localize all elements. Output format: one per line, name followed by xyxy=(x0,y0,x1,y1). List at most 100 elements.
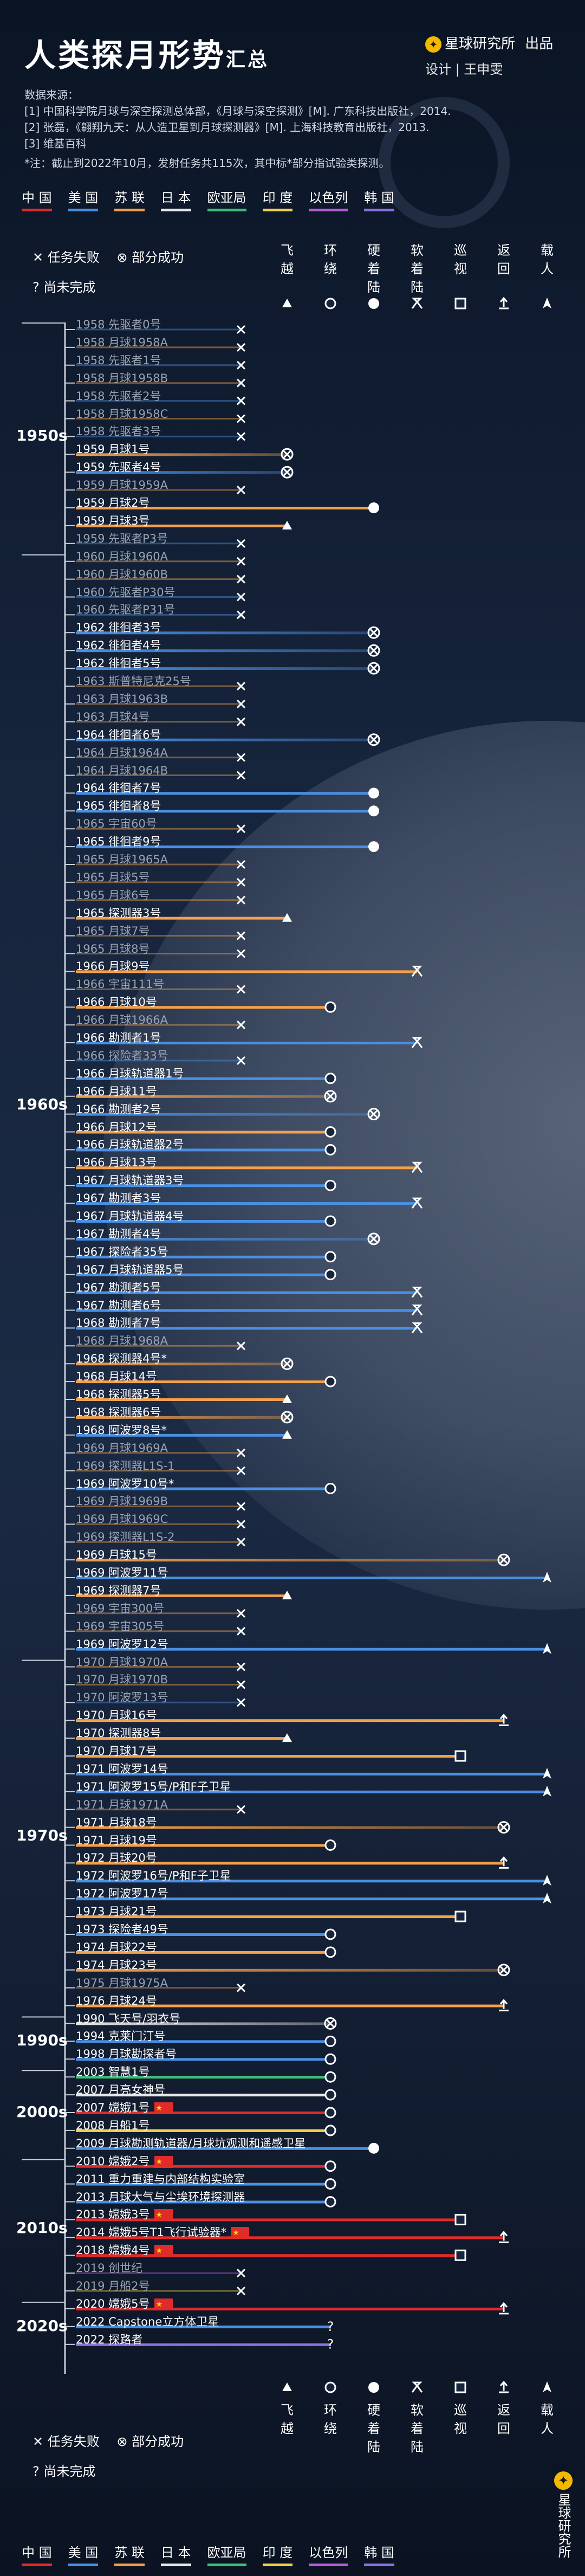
mission-level-mark xyxy=(282,1394,292,1403)
mission-bar xyxy=(76,1737,287,1740)
mission-label: 1965 宇宙60号 xyxy=(76,817,157,831)
mission-level-mark xyxy=(282,1733,292,1742)
mission-level-mark xyxy=(324,2071,336,2083)
mission-bar xyxy=(76,1594,287,1597)
mission-bar xyxy=(76,1719,504,1722)
mission-label: 2007 月亮女神号 xyxy=(76,2083,166,2097)
mission-label: 1971 月球19号 xyxy=(76,1833,157,1847)
mission-level-mark xyxy=(368,787,379,799)
mission-label: 1970 月球1970A xyxy=(76,1655,168,1669)
mission-label: 1970 月球1970B xyxy=(76,1673,168,1687)
mission-label: 2014 嫦娥5号T1飞行试验器* ★ xyxy=(76,2224,250,2240)
mission-label: 1965 徘徊者9号 xyxy=(76,835,161,849)
mission-bar xyxy=(76,2165,330,2168)
mission-label: 1959 先驱者P3号 xyxy=(76,532,168,545)
mission-bar xyxy=(76,1148,330,1152)
mission-fail-mark xyxy=(236,432,246,441)
level-header-0: 飞 越 xyxy=(281,2403,294,2436)
mission-level-mark xyxy=(543,1767,551,1779)
mission-label: 1967 月球轨道器5号 xyxy=(76,1263,184,1276)
mission-bar xyxy=(76,1862,504,1865)
svg-text:?: ? xyxy=(327,2337,334,2352)
china-flag-icon: ★ xyxy=(154,2298,173,2310)
mission-fail-mark xyxy=(236,1520,246,1529)
mission-level-mark xyxy=(368,2142,379,2154)
mission-bar xyxy=(76,1077,330,1080)
mission-bar xyxy=(76,2112,330,2114)
mission-level-mark xyxy=(281,1357,294,1370)
mission-bar xyxy=(76,2094,330,2097)
mission-label: 1970 月球17号 xyxy=(76,1745,157,1758)
mission-label: 1972 阿波罗17号 xyxy=(76,1887,168,1901)
mission-label: 1963 月球4号 xyxy=(76,710,150,724)
china-flag-icon: ★ xyxy=(154,2102,173,2114)
mission-bar xyxy=(76,1434,287,1437)
mission-fail-mark xyxy=(236,985,246,994)
mission-bar xyxy=(76,2307,504,2310)
mission-label: 2022 Capstone立方体卫星 xyxy=(76,2315,219,2328)
mission-label: 1967 勘测者4号 xyxy=(76,1227,161,1241)
mission-bar xyxy=(76,2147,374,2150)
mission-bar xyxy=(76,1291,417,1294)
pending-legend-bottom: ? 尚未完成 xyxy=(32,2464,96,2479)
mission-label: 1966 月球轨道器1号 xyxy=(76,1067,184,1080)
mission-level-mark xyxy=(324,1215,336,1227)
mission-label: 1965 月球8号 xyxy=(76,942,150,955)
mission-level-mark xyxy=(368,841,379,853)
mission-label: 1968 阿波罗8号* xyxy=(76,1423,167,1437)
mission-label: 1966 探险者33号 xyxy=(76,1049,168,1062)
mission-label: 1959 月球2号 xyxy=(76,496,150,509)
level-icon-bottom-5 xyxy=(499,2380,509,2393)
mission-bar xyxy=(76,453,287,456)
mission-label: 1958 先驱者3号 xyxy=(76,425,161,438)
mission-level-mark xyxy=(324,1928,336,1940)
mission-label: 2019 创世纪 xyxy=(76,2262,143,2275)
mission-level-mark xyxy=(499,2230,509,2243)
mission-bar xyxy=(76,792,374,795)
mission-fail-mark xyxy=(236,325,246,334)
mission-label: 1968 勘测者7号 xyxy=(76,1316,161,1330)
level-icon-0 xyxy=(282,299,292,307)
mission-label: 2003 智慧1号 xyxy=(76,2065,150,2079)
mission-label: 1967 勘测者5号 xyxy=(76,1281,161,1294)
mission-bar xyxy=(76,2129,330,2132)
mission-bar xyxy=(76,1790,547,1793)
mission-label: 1965 徘徊者8号 xyxy=(76,799,161,813)
legend-jp: 日 本 xyxy=(160,2542,191,2566)
legend-kr: 韩 国 xyxy=(364,187,394,211)
mission-bar xyxy=(76,667,374,670)
mission-label: 1994 克莱门汀号 xyxy=(76,2030,166,2043)
mission-label: 1971 月球18号 xyxy=(76,1816,157,1829)
mission-label: 2018 嫦娥4号 ★ xyxy=(76,2242,173,2258)
mission-fail-mark xyxy=(236,717,246,726)
mission-bar xyxy=(76,1416,287,1419)
mission-level-mark xyxy=(367,662,380,675)
level-icon-bottom-6 xyxy=(543,2381,551,2392)
legend-eu: 欧亚局 xyxy=(207,2542,246,2566)
mission-bar xyxy=(76,1113,374,1116)
mission-level-mark xyxy=(281,448,294,461)
mission-fail-mark xyxy=(236,1448,246,1457)
decade-label: 1970s xyxy=(16,1826,68,1845)
decade-label: 2000s xyxy=(16,2103,68,2121)
mission-level-mark xyxy=(454,2249,466,2261)
mission-level-mark xyxy=(324,1090,337,1103)
mission-bar xyxy=(76,2040,330,2043)
mission-fail-mark xyxy=(236,539,246,548)
level-icon-bottom-4 xyxy=(454,2381,466,2393)
mission-level-mark xyxy=(281,466,294,479)
failed-icon: ✕ xyxy=(32,2434,44,2449)
mission-bar xyxy=(76,1772,547,1776)
mission-level-mark xyxy=(282,1430,292,1439)
pending-icon: ? xyxy=(32,280,40,295)
legend-il: 以色列 xyxy=(309,187,348,211)
mission-level-mark xyxy=(324,1946,336,1958)
mission-bar xyxy=(76,1844,330,1847)
legend-su: 苏 联 xyxy=(114,187,145,211)
mission-level-mark xyxy=(454,2213,466,2225)
mission-label: 1969 探测器L1S-2 xyxy=(76,1531,175,1544)
china-flag-icon: ★ xyxy=(154,2209,173,2222)
mission-label: 1969 月球15号 xyxy=(76,1548,157,1562)
moon-shape xyxy=(103,721,585,1610)
